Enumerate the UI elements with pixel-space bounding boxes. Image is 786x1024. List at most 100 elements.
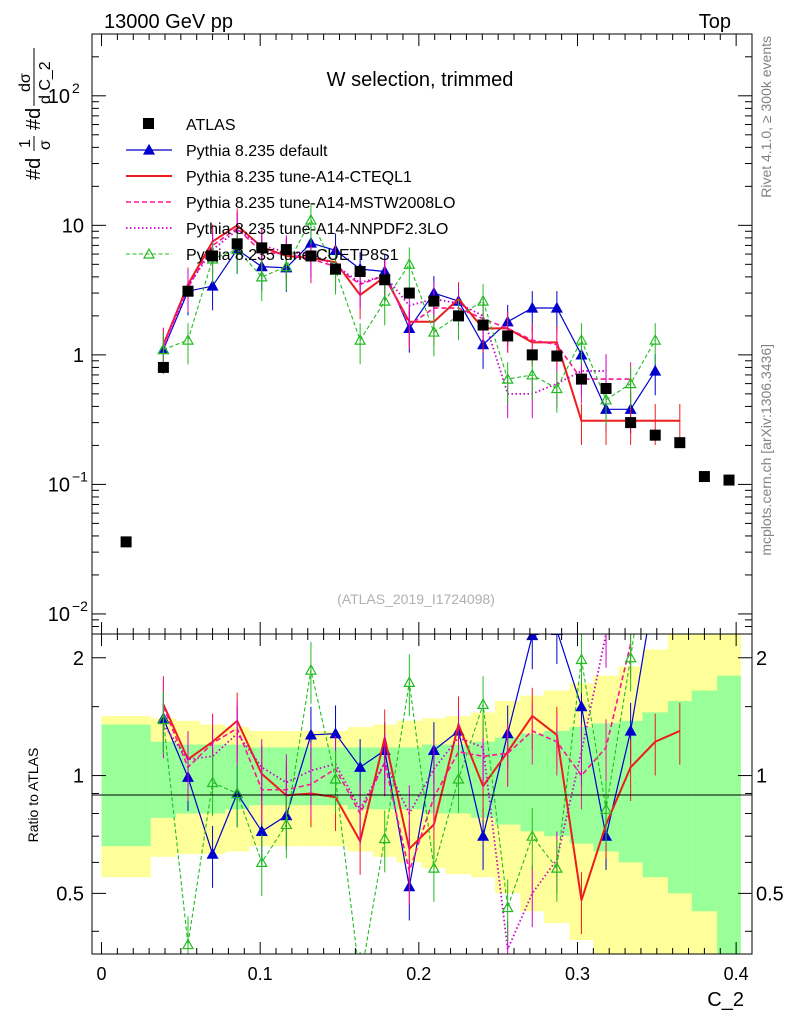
y-label-hash2: #d xyxy=(23,108,45,130)
legend-label-mstw: Pythia 8.235 tune-A14-MSTW2008LO xyxy=(186,195,455,212)
ratio-marker-cuetp xyxy=(624,651,637,663)
legend-marker-cuetp xyxy=(142,247,156,259)
ratio-marker-cuetp xyxy=(427,861,440,873)
marker-cuetp xyxy=(649,333,662,345)
atlas-point xyxy=(477,319,489,331)
ratio-uncertainty-bands xyxy=(101,634,741,954)
atlas-point xyxy=(551,350,563,362)
ratio-marker-default xyxy=(575,700,588,712)
ratio-marker-cuetp xyxy=(157,713,170,725)
y-tick-label: 1 xyxy=(73,345,84,367)
y-label-den1: σ xyxy=(37,140,54,150)
marker-cuetp xyxy=(477,294,490,306)
marker-cuetp xyxy=(624,377,637,389)
marker-default xyxy=(526,301,539,313)
ratio-marker-cuetp xyxy=(501,901,514,913)
ratio-marker-cuetp xyxy=(206,776,219,788)
marker-default xyxy=(649,364,662,376)
atlas-point xyxy=(723,474,735,486)
ratio-marker-cuetp xyxy=(550,861,563,873)
ratio-y-label: Ratio to ATLAS xyxy=(25,748,41,843)
marker-default xyxy=(206,279,219,291)
ratio-marker-cuetp xyxy=(329,772,342,784)
marker-cuetp xyxy=(526,368,539,380)
series-line-cteql1 xyxy=(162,224,680,422)
atlas-point xyxy=(600,383,612,395)
ratio-tick-label-right: 2 xyxy=(756,648,767,670)
band-inner-bin xyxy=(520,733,545,832)
ratio-tick-label-left: 0.5 xyxy=(56,883,84,905)
atlas-point xyxy=(698,471,710,483)
band-inner-bin xyxy=(691,690,718,912)
y-tick-exponent: 2 xyxy=(72,80,80,96)
band-inner-bin xyxy=(101,724,151,847)
ratio-tick-label-left: 1 xyxy=(73,766,84,788)
legend-label-cuetp: Pythia 8.235 tune-CUETP8S1 xyxy=(186,247,399,264)
watermark: (ATLAS_2019_I1724098) xyxy=(337,591,495,607)
ratio-marker-cuetp xyxy=(378,832,391,844)
y-tick-label: 10 xyxy=(48,474,70,496)
legend-label-atlas: ATLAS xyxy=(186,117,236,134)
rivet-label: Rivet 4.1.0, ≥ 300k events xyxy=(758,36,774,198)
atlas-point xyxy=(649,429,661,441)
y-label-hash1: #d xyxy=(23,158,45,180)
y-label-num2: dσ xyxy=(17,73,34,92)
ratio-marker-default xyxy=(550,634,563,635)
y-axis-label: #d 1 σ #d dσ d C_2 xyxy=(17,48,54,180)
atlas-point xyxy=(674,437,686,449)
atlas-point xyxy=(231,238,243,250)
marker-cuetp xyxy=(550,382,563,394)
atlas-point xyxy=(280,244,292,256)
atlas-point xyxy=(256,242,268,254)
marker-cuetp xyxy=(255,270,268,282)
marker-default xyxy=(550,301,563,313)
ratio-marker-cuetp xyxy=(403,676,416,688)
y-tick-label: 10 xyxy=(48,86,70,108)
ratio-frame xyxy=(91,633,753,955)
ratio-marker-cuetp xyxy=(304,663,317,675)
marker-cuetp xyxy=(157,343,170,355)
ratio-tick-label-left: 2 xyxy=(73,648,84,670)
legend-label-cteql1: Pythia 8.235 tune-A14-CTEQL1 xyxy=(186,169,412,186)
atlas-point xyxy=(403,287,415,299)
ratio-marker-cuetp xyxy=(650,484,660,493)
y-tick-exponent: −1 xyxy=(72,468,88,484)
legend-marker-atlas xyxy=(143,118,154,129)
atlas-point xyxy=(157,361,169,373)
x-tick-label: 0 xyxy=(97,964,107,984)
marker-cuetp xyxy=(280,260,293,272)
ratio-series xyxy=(157,484,681,954)
ratio-marker-cuetp xyxy=(600,803,613,814)
atlas-point xyxy=(207,250,219,262)
x-tick-label: 0.1 xyxy=(248,964,273,984)
ratio-marker-cuetp xyxy=(575,653,588,665)
marker-cuetp xyxy=(378,294,391,306)
atlas-point xyxy=(354,266,366,278)
marker-cuetp xyxy=(181,333,195,345)
plot-title: W selection, trimmed xyxy=(327,69,514,91)
legend-marker-default xyxy=(142,143,156,155)
atlas-point xyxy=(120,536,132,548)
ratio-line-mstw xyxy=(162,643,632,875)
atlas-point xyxy=(452,310,464,322)
atlas-point xyxy=(330,263,342,275)
legend: ATLAS Pythia 8.235 default Pythia 8.235 tu… xyxy=(126,117,455,264)
atlas-point xyxy=(575,373,587,385)
ratio-tick-label-right: 1 xyxy=(756,766,767,788)
y-label-num1: 1 xyxy=(17,139,34,148)
ratio-marker-cuetp xyxy=(280,818,293,830)
ratio-marker-cuetp xyxy=(181,938,195,950)
marker-cuetp xyxy=(575,333,588,345)
ratio-marker-default xyxy=(477,829,490,841)
atlas-point xyxy=(305,250,317,262)
atlas-point xyxy=(526,349,538,361)
atlas-point xyxy=(625,417,637,429)
atlas-point xyxy=(428,295,440,307)
legend-label-nnpdf: Pythia 8.235 tune-A14-NNPDF2.3LO xyxy=(186,221,448,238)
ratio-marker-cuetp xyxy=(255,856,268,867)
header-right: Top xyxy=(699,11,731,33)
header-left: 13000 GeV pp xyxy=(104,11,233,33)
x-tick-label: 0.3 xyxy=(565,964,590,984)
